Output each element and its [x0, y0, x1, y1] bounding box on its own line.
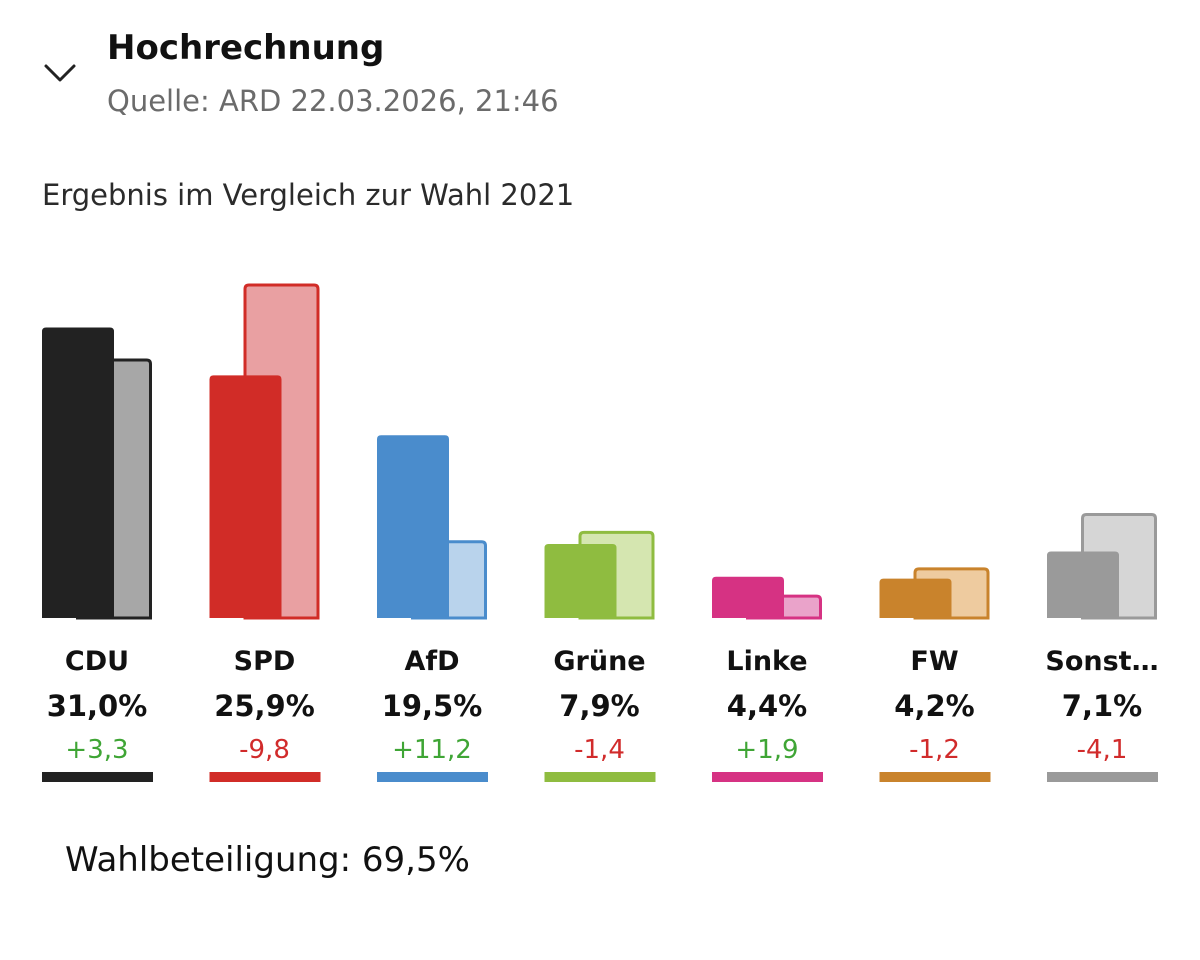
value-label: 19,5% — [382, 689, 483, 723]
value-label: 31,0% — [47, 689, 148, 723]
value-label: 7,9% — [559, 689, 639, 723]
bar-current-cdu — [42, 327, 114, 618]
bar-current-linke — [712, 576, 784, 618]
party-label: Grüne — [553, 646, 645, 677]
party-label: SPD — [234, 646, 296, 677]
change-label: -9,8 — [239, 735, 290, 765]
party-color-strip — [712, 772, 823, 782]
change-label: -1,2 — [909, 735, 960, 765]
value-label: 25,9% — [214, 689, 315, 723]
change-label: +1,9 — [735, 735, 798, 765]
party-color-strip — [377, 772, 488, 782]
value-label: 4,4% — [727, 689, 807, 723]
party-label: CDU — [65, 646, 129, 677]
source-line: Quelle: ARD 22.03.2026, 21:46 — [107, 84, 559, 118]
party-label: Sonst… — [1045, 646, 1158, 677]
chart-subtitle: Ergebnis im Vergleich zur Wahl 2021 — [42, 178, 575, 212]
page-title: Hochrechnung — [107, 28, 385, 68]
chevron-down-icon[interactable] — [42, 58, 78, 88]
party-label: FW — [910, 646, 958, 677]
party-color-strip — [544, 772, 656, 782]
bar-current-afd — [377, 435, 449, 618]
party-color-strip — [42, 772, 153, 782]
election-bar-chart: CDU 31,0% +3,3 SPD 25,9% -9,8 AfD 19,5% +11,2 Grü… — [42, 283, 1159, 782]
bar-current-spd — [209, 375, 282, 618]
value-label: 7,1% — [1062, 689, 1142, 723]
change-label: -4,1 — [1077, 735, 1128, 765]
turnout-label: Wahlbeteiligung: 69,5% — [65, 840, 470, 880]
value-label: 4,2% — [894, 689, 974, 723]
party-label: Linke — [726, 646, 807, 677]
bar-current-grne — [544, 543, 617, 618]
party-color-strip — [209, 772, 321, 782]
party-color-strip — [1047, 772, 1158, 782]
change-label: -1,4 — [574, 735, 625, 765]
change-label: +3,3 — [65, 735, 128, 765]
bar-current-fw — [879, 578, 952, 618]
party-label: AfD — [404, 646, 459, 677]
change-label: +11,2 — [392, 735, 472, 765]
header: Hochrechnung Quelle: ARD 22.03.2026, 21:… — [0, 0, 1200, 140]
party-color-strip — [879, 772, 991, 782]
bar-current-sonst — [1047, 551, 1119, 618]
